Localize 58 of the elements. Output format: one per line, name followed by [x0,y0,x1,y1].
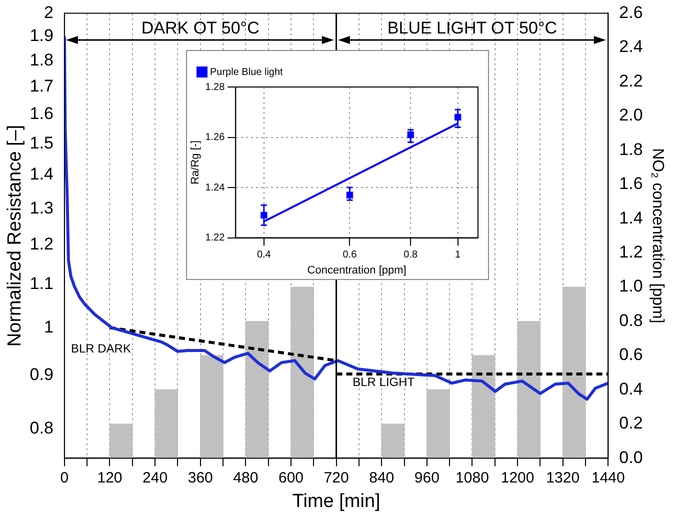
y2-tick-label: 1.8 [619,140,643,159]
x-tick-label: 960 [414,469,440,486]
y-tick-label: 1.6 [30,104,54,124]
y-tick-label: 1.24 [205,182,226,194]
y-tick-label: 1 [44,317,54,336]
y2-tick-label: 0.0 [619,448,643,467]
x-tick-label: 360 [188,469,213,486]
x-tick-label: 1320 [546,469,580,486]
y-tick-label: 2 [44,2,54,22]
y-tick-label: 0.9 [30,365,54,384]
y-tick-label: 1.9 [30,26,54,46]
x-tick-label: 600 [278,469,304,486]
y-tick-label: 0.8 [30,418,54,438]
x-tick-label: 840 [369,469,394,486]
annotation: BLR LIGHT [352,374,416,389]
y2-tick-label: 0.2 [619,414,643,433]
y2-tick-label: 1.4 [619,208,643,228]
y-tick-label: 1.28 [205,82,226,93]
y2-tick-label: 2.6 [619,2,643,22]
x-tick-label: 0.6 [342,250,358,261]
y-tick-label: 1.2 [30,234,54,254]
y-axis-title: Normalized Resistance [–] [4,124,26,347]
x-tick-label: 0.4 [256,250,272,261]
y2-tick-label: 2.4 [619,37,643,56]
y-tick-label: 1.8 [30,50,54,70]
x-tick-label: 1440 [591,469,625,486]
x-tick-label: 1080 [456,469,489,486]
x-tick-label: 240 [142,469,168,486]
y-tick-label: 1.4 [30,164,54,184]
x-axis-title: Time [min] [292,490,380,512]
y-tick-label: 1.1 [30,274,54,294]
y2-tick-label: 2.0 [619,106,643,125]
y-tick-label: 1.26 [205,132,226,144]
x-tick-label: 720 [324,469,349,486]
x-tick-label: 1200 [500,469,534,486]
y2-tick-label: 1.2 [619,242,643,262]
annotation: DARK OT 50°C [141,18,260,38]
annotation: BLUE LIGHT OT 50°C [387,18,558,38]
y-tick-label: 1.5 [30,133,54,152]
y2-tick-label: 1.0 [619,276,643,296]
y2-tick-label: 0.8 [619,310,643,330]
x-tick-label: 1 [455,250,462,261]
annotation: BLR DARK [70,341,131,356]
y2-tick-label: 1.6 [619,174,643,194]
x-tick-label: 0.8 [404,250,418,261]
y2-tick-label: 0.6 [619,345,643,364]
x-tick-label: 120 [97,469,122,486]
x-tick-label: 480 [233,469,258,486]
y-tick-label: 1.3 [30,198,54,218]
x-tick-label: 0 [60,469,69,486]
y-tick-label: 1.22 [205,232,226,244]
y2-tick-label: 0.4 [619,379,643,398]
x-axis-title: Concentration [ppm] [307,264,406,276]
y-axis-title: Ra/Rg [-] [190,140,202,184]
y-tick-label: 1.7 [30,76,54,96]
y2-axis-title: NO₂ concentration [ppm] [648,148,666,324]
legend-label: Purple Blue light [210,66,284,78]
y2-tick-label: 2.2 [619,71,643,90]
